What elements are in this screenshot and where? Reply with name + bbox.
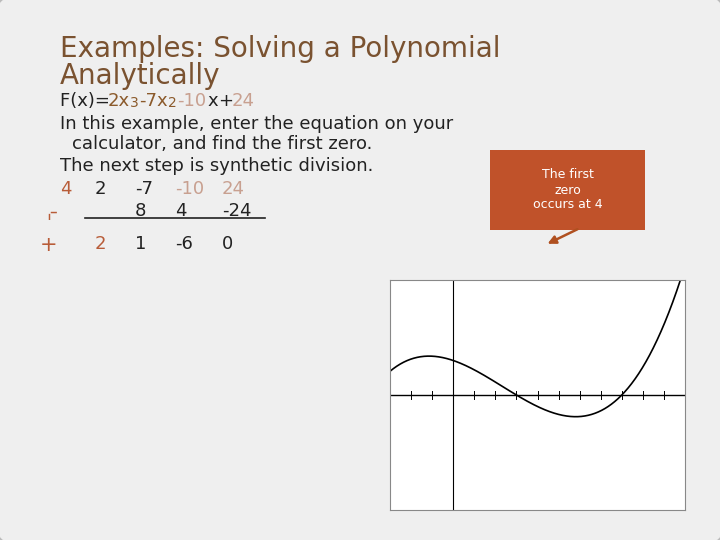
Text: -10: -10 (175, 180, 204, 198)
Text: The next step is synthetic division.: The next step is synthetic division. (60, 157, 374, 175)
Text: calculator, and find the first zero.: calculator, and find the first zero. (72, 135, 372, 153)
Text: 24: 24 (222, 180, 245, 198)
Text: 2: 2 (168, 96, 176, 110)
Text: ⌌: ⌌ (40, 202, 57, 222)
Text: 0: 0 (222, 235, 233, 253)
Text: 4: 4 (60, 180, 71, 198)
Text: Analytically: Analytically (60, 62, 220, 90)
Text: +: + (40, 235, 58, 255)
Text: -6: -6 (175, 235, 193, 253)
Text: -7x: -7x (139, 92, 168, 110)
Text: 2: 2 (95, 180, 107, 198)
Text: -10: -10 (177, 92, 206, 110)
Text: -7: -7 (135, 180, 153, 198)
Text: x: x (207, 92, 217, 110)
Text: 8: 8 (135, 202, 146, 220)
Text: 2x: 2x (108, 92, 130, 110)
Text: 4: 4 (175, 202, 186, 220)
Text: 24: 24 (232, 92, 255, 110)
Text: 2: 2 (95, 235, 107, 253)
Text: In this example, enter the equation on your: In this example, enter the equation on y… (60, 115, 454, 133)
Bar (490, 150, 645, 230)
Text: Examples: Solving a Polynomial: Examples: Solving a Polynomial (60, 35, 500, 63)
Text: -24: -24 (222, 202, 251, 220)
Text: F(x)=: F(x)= (60, 92, 116, 110)
Text: +: + (218, 92, 233, 110)
Text: The first
zero
occurs at 4: The first zero occurs at 4 (533, 168, 603, 212)
Text: 3: 3 (130, 96, 139, 110)
Text: 1: 1 (135, 235, 146, 253)
